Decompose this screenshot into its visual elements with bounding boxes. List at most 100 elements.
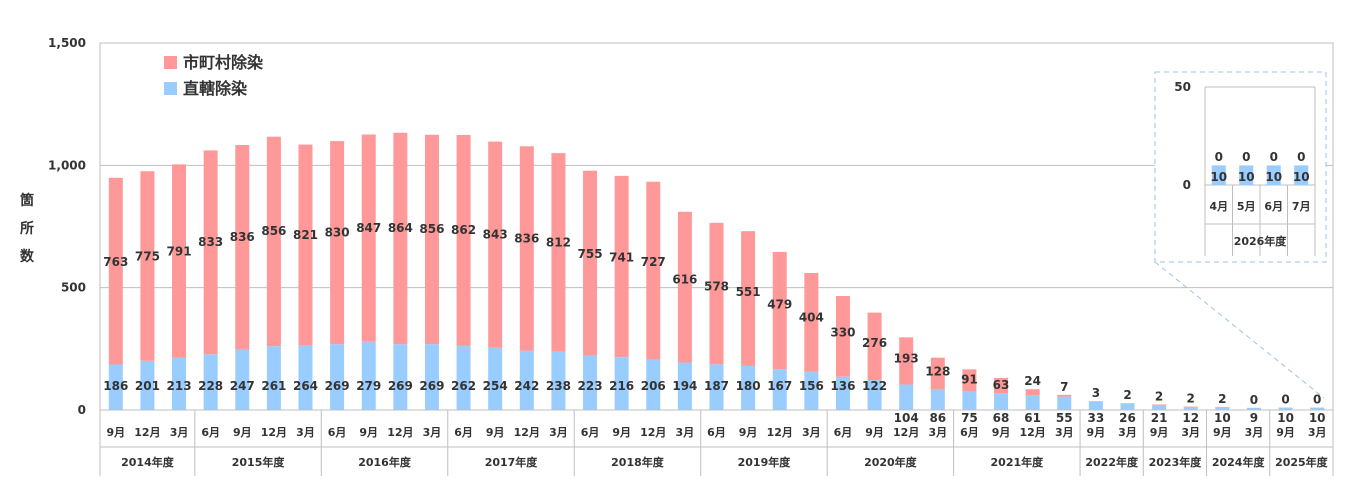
bar-direct [1088,401,1103,410]
inset-month-label: 7月 [1292,200,1311,213]
x-fiscal-year-label: 2017年度 [485,455,539,469]
bar-municipal [709,222,724,365]
x-fiscal-year-label: 2020年度 [864,455,918,469]
data-label-direct: 10 [1214,411,1231,425]
bar-direct [203,354,218,410]
y-axis-label-char-3: 数 [20,249,34,265]
x-month-label: 3月 [676,426,695,439]
legend-swatch-municipal [164,56,177,69]
x-month-label: 3月 [423,426,442,439]
data-label-municipal: 763 [103,255,128,269]
x-month-label: 9月 [106,426,125,439]
data-label-direct: 242 [514,379,539,393]
y-tick-label: 1,000 [48,158,86,172]
bar-direct [614,357,629,410]
data-label-direct: 216 [609,379,634,393]
data-label-direct: 194 [672,379,697,393]
bar-direct [1183,407,1198,410]
bar-direct [741,365,756,410]
x-month-label: 6月 [834,426,853,439]
data-label-direct: 12 [1182,411,1199,425]
data-label-municipal: 63 [993,378,1010,392]
inset-month-label: 4月 [1209,200,1228,213]
bar-municipal [235,145,250,350]
data-label-municipal: 830 [325,225,350,239]
data-label-municipal: 812 [546,236,571,250]
data-label-municipal: 616 [672,273,697,287]
x-month-label: 3月 [296,426,315,439]
inset-data-label-direct: 10 [1238,170,1255,184]
bar-direct [361,341,376,410]
inset-connector [1154,261,1325,399]
bar-direct [235,349,250,410]
data-label-direct: 269 [419,379,444,393]
bar-direct [899,384,914,410]
data-label-municipal: 7 [1060,380,1068,394]
x-fiscal-year-label: 2021年度 [991,455,1045,469]
x-month-label: 12月 [640,426,666,439]
x-month-label: 6月 [201,426,220,439]
data-label-direct: 180 [736,379,761,393]
x-fiscal-year-label: 2024年度 [1212,455,1266,469]
data-label-municipal: 856 [261,224,286,238]
x-month-label: 9月 [612,426,631,439]
data-label-municipal: 836 [230,230,255,244]
bar-direct [1246,407,1261,410]
bar-direct [1057,396,1072,410]
bar-municipal [899,337,914,385]
data-label-municipal: 741 [609,250,634,264]
inset-y-tick-label: 50 [1174,80,1191,94]
x-month-label: 12月 [767,426,793,439]
data-label-municipal: 479 [767,298,792,312]
data-label-direct: 10 [1277,411,1294,425]
data-label-municipal: 276 [862,336,887,350]
y-axis-label-char-2: 所 [20,221,34,237]
x-month-label: 3月 [170,426,189,439]
bar-direct [456,345,471,410]
data-label-municipal: 862 [451,223,476,237]
x-month-label: 3月 [1055,426,1074,439]
data-label-direct: 86 [929,411,946,425]
data-label-municipal: 847 [356,221,381,235]
data-label-municipal: 3 [1092,386,1100,400]
bar-municipal [1088,401,1103,402]
bar-municipal [108,177,123,365]
data-label-direct: 167 [767,379,792,393]
data-label-direct: 279 [356,379,381,393]
bar-municipal [646,181,661,360]
data-label-municipal: 404 [799,310,824,324]
x-fiscal-year-label: 2018年度 [611,455,665,469]
bar-municipal [456,134,471,346]
bar-direct [1310,407,1325,410]
x-month-label: 9月 [359,426,378,439]
x-fiscal-year-label: 2016年度 [358,455,412,469]
bar-municipal [140,171,155,361]
x-month-label: 9月 [992,426,1011,439]
bar-municipal [614,175,629,358]
data-label-municipal: 821 [293,228,318,242]
bar-municipal [519,146,534,351]
bar-municipal [583,170,598,356]
inset-month-label: 5月 [1237,200,1256,213]
x-month-label: 12月 [134,426,160,439]
data-label-direct: 33 [1088,411,1105,425]
data-label-direct: 136 [830,379,855,393]
y-tick-label: 1,500 [48,36,86,50]
bar-direct [583,355,598,410]
bar-direct [330,344,345,410]
bar-municipal [994,377,1009,394]
inset-data-label-municipal: 0 [1215,150,1223,164]
inset-bar-direct [1294,165,1309,185]
x-month-label: 9月 [1087,426,1106,439]
bar-direct [1278,407,1293,410]
data-label-municipal: 193 [894,352,919,366]
data-label-municipal: 2 [1155,389,1163,403]
data-label-direct: 9 [1250,411,1258,425]
inset-month-label: 6月 [1264,200,1283,213]
data-label-direct: 206 [641,379,666,393]
x-month-label: 3月 [1118,426,1137,439]
data-label-municipal: 775 [135,250,160,264]
x-month-label: 6月 [960,426,979,439]
bar-municipal [266,136,281,347]
